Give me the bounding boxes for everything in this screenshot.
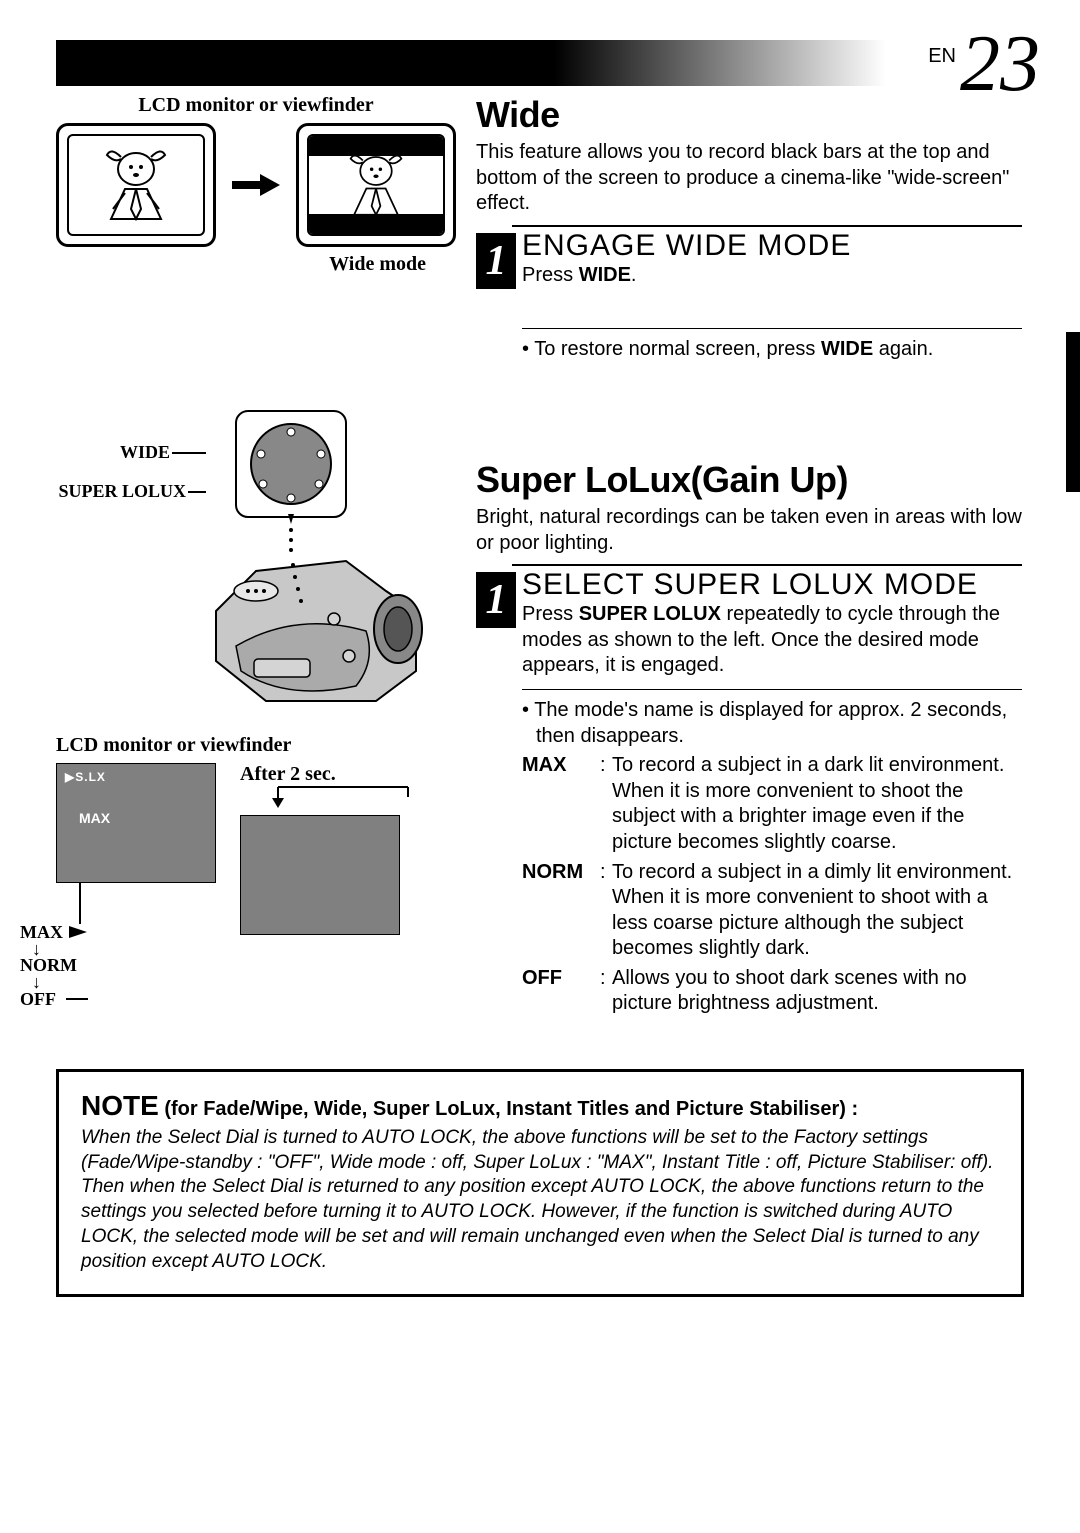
lcd-screen-1: ▶S.LX MAX (56, 763, 216, 883)
dial-label-superlolux: SUPER LOLUX (58, 481, 186, 502)
arrow-right-icon (232, 174, 280, 196)
wide-step-text: Press WIDE. (522, 263, 1022, 289)
page-number: EN23 (928, 28, 1040, 100)
mode-norm: NORM : To record a subject in a dimly li… (522, 860, 1022, 962)
step-number: 1 (476, 572, 516, 628)
right-column: Wide This feature allows you to record b… (476, 94, 1022, 1017)
dial-label-wide: WIDE (120, 442, 170, 463)
lcd-screen-2 (240, 815, 400, 935)
after-2-sec-label: After 2 sec. (240, 763, 410, 786)
camcorder-icon (206, 406, 436, 716)
lolux-step-text: Press SUPER LOLUX repeatedly to cycle th… (522, 602, 1022, 679)
mode-off: OFF : Allows you to shoot dark scenes wi… (522, 966, 1022, 1017)
lolux-step-head: SELECT SUPER LOLUX MODE (522, 568, 1022, 602)
screen-slx-label: ▶S.LX (65, 770, 207, 784)
step-number: 1 (476, 233, 516, 289)
wide-illustration-row (56, 123, 456, 247)
down-arrow-icon: ↓ (32, 942, 216, 956)
wide-restore-note: To restore normal screen, press WIDE aga… (522, 337, 1022, 363)
page-lang-prefix: EN (928, 45, 956, 67)
wide-mode-caption: Wide mode (56, 253, 456, 276)
page-number-value: 23 (960, 20, 1040, 108)
cycle-off: OFF (20, 990, 56, 1009)
mode-max: MAX : To record a subject in a dark lit … (522, 753, 1022, 855)
note-body: When the Select Dial is turned to AUTO L… (81, 1126, 999, 1274)
lolux-bullet: The mode's name is displayed for approx.… (522, 698, 1022, 749)
lolux-title: Super LoLux(Gain Up) (476, 459, 1022, 501)
cycle-norm: NORM (20, 956, 77, 975)
character-icon (91, 145, 181, 225)
cycle-max: MAX (20, 923, 63, 942)
note-heading: NOTE (for Fade/Wipe, Wide, Super LoLux, … (81, 1090, 999, 1122)
page: EN23 LCD monitor or viewfinder (0, 0, 1080, 1533)
lolux-intro: Bright, natural recordings can be taken … (476, 505, 1022, 556)
wide-step-head: ENGAGE WIDE MODE (522, 229, 1022, 263)
edge-tab (1066, 332, 1080, 492)
lolux-step-1: 1 SELECT SUPER LOLUX MODE Press SUPER LO… (476, 568, 1022, 1017)
note-box: NOTE (for Fade/Wipe, Wide, Super LoLux, … (56, 1069, 1024, 1297)
lcd-caption-1: LCD monitor or viewfinder (56, 94, 456, 117)
character-icon (336, 150, 416, 220)
screen-max-label: MAX (79, 810, 207, 826)
wide-intro: This feature allows you to record black … (476, 140, 1022, 217)
left-column: LCD monitor or viewfinder (56, 94, 476, 1017)
down-arrow-icon (270, 786, 410, 808)
top-gradient-bar (56, 40, 886, 86)
tv-wide (296, 123, 456, 247)
tv-normal (56, 123, 216, 247)
down-arrow-icon: ↓ (32, 975, 216, 989)
wide-title: Wide (476, 94, 1022, 136)
wide-step-1: 1 ENGAGE WIDE MODE Press WIDE. To restor… (476, 229, 1022, 363)
lcd-caption-2: LCD monitor or viewfinder (56, 734, 456, 757)
camcorder-area: WIDE SUPER LOLUX (56, 406, 456, 1008)
